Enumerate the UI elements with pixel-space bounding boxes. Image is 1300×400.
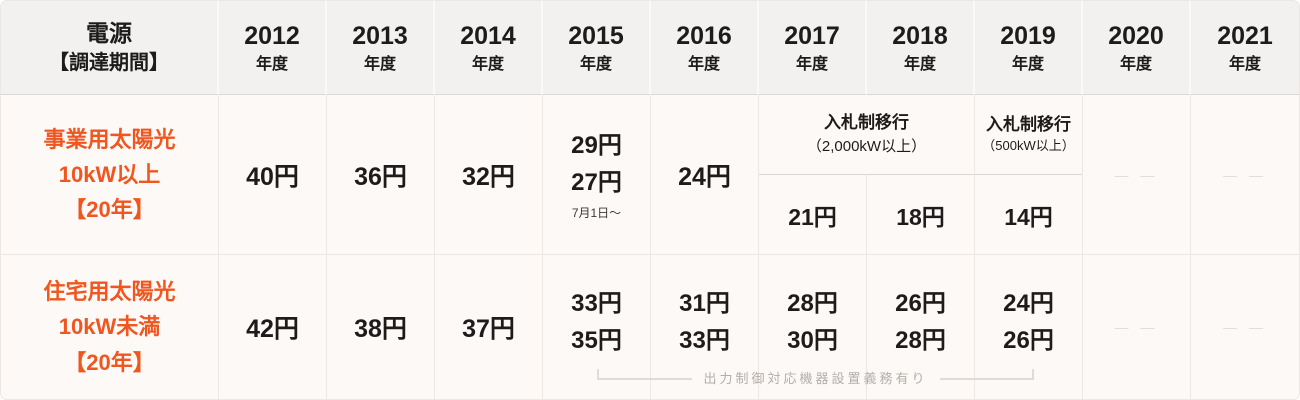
tender-cell-2017-2018: 入札制移行 （2,000kW以上） 21円 18円 [759,95,975,255]
row-label-business-solar: 事業用太陽光 10kW以上 【20年】 [1,95,219,255]
header-cell-2013: 2013 年度 [327,1,435,95]
price-cell-residential-2016: 31円 33円 [651,255,759,399]
row-label-line: 10kW未満 [58,314,161,340]
row-label-line: 事業用太陽光 [43,126,176,152]
price-cell-business-2015: 29円 27円 7月1日〜 [543,95,651,255]
price-cell-residential-2015: 33円 35円 [543,255,651,399]
price-cell-business-2013: 36円 [327,95,435,255]
no-price-cell-residential-2020: — — [1083,255,1191,399]
price-value: 33円 [679,327,730,354]
fiscal-year-suffix: 年度 [579,55,612,73]
header-cell-2017: 2017 年度 [759,1,867,95]
year-label: 2021 [1217,21,1273,50]
year-label: 2016 [676,21,732,50]
tender-prices: 14円 [975,175,1082,254]
tender-capacity-threshold: （2,000kW以上） [806,137,927,155]
price-value: 27円 [571,168,622,196]
year-label: 2020 [1108,21,1164,50]
header-cell-2012: 2012 年度 [219,1,327,95]
price-cell-residential-2017: 28円 30円 [759,255,867,399]
price-cell-residential-2019: 24円 26円 [975,255,1083,399]
effective-date-note: 7月1日〜 [571,205,622,220]
tender-capacity-threshold: （500kW以上） [982,138,1075,154]
power-source-label: 電源 [86,20,132,47]
tender-cell-2019: 入札制移行 （500kW以上） 14円 [975,95,1083,255]
year-label: 2015 [568,21,624,50]
price-value: 24円 [1003,289,1054,317]
price-value: 26円 [1003,327,1054,354]
price-cell-business-2017: 21円 [759,175,867,254]
year-label: 2018 [892,21,948,50]
procurement-period-label: 【調達期間】 [49,51,169,74]
tender-transition-title: 入札制移行 [824,113,909,133]
price-value: 30円 [787,327,838,354]
fiscal-year-suffix: 年度 [363,55,396,73]
tender-transition-title: 入札制移行 [986,114,1071,134]
price-cell-residential-2012: 42円 [219,255,327,399]
row-label-line: 10kW以上 [58,161,161,187]
fiscal-year-suffix: 年度 [255,55,288,73]
price-cell-residential-2014: 37円 [435,255,543,399]
price-value: 29円 [571,131,622,159]
price-cell-business-2012: 40円 [219,95,327,255]
header-cell-2015: 2015 年度 [543,1,651,95]
row-label-residential-solar: 住宅用太陽光 10kW未満 【20年】 [1,255,219,399]
header-cell-power-source: 電源 【調達期間】 [1,1,219,95]
header-cell-2019: 2019 年度 [975,1,1083,95]
tender-transition-header: 入札制移行 （2,000kW以上） [759,95,974,175]
price-value: 35円 [571,327,622,354]
year-label: 2019 [1000,21,1056,50]
year-label: 2017 [784,21,840,50]
no-price-cell-business-2020: — — [1083,95,1191,255]
price-value: 28円 [895,327,946,354]
row-label-line: 住宅用太陽光 [43,279,176,305]
no-price-cell-residential-2021: — — [1191,255,1299,399]
fiscal-year-suffix: 年度 [687,55,720,73]
fiscal-year-suffix: 年度 [471,55,504,73]
price-cell-business-2014: 32円 [435,95,543,255]
year-label: 2014 [460,21,516,50]
price-cell-business-2016: 24円 [651,95,759,255]
row-label-period: 【20年】 [64,349,155,375]
price-value: 31円 [679,289,730,317]
price-cell-business-2019: 14円 [1004,203,1053,230]
no-price-cell-business-2021: — — [1191,95,1299,255]
price-cell-residential-2013: 38円 [327,255,435,399]
header-cell-2021: 2021 年度 [1191,1,1299,95]
fiscal-year-suffix: 年度 [1119,55,1152,73]
header-cell-2020: 2020 年度 [1083,1,1191,95]
tender-transition-header: 入札制移行 （500kW以上） [975,95,1082,175]
year-label: 2013 [352,21,408,50]
tender-prices: 21円 18円 [759,175,974,254]
price-value: 28円 [787,289,838,317]
price-value: 26円 [895,289,946,317]
price-value: 33円 [571,289,622,317]
fiscal-year-suffix: 年度 [1228,55,1261,73]
price-cell-business-2018: 18円 [896,203,945,230]
header-cell-2016: 2016 年度 [651,1,759,95]
fiscal-year-suffix: 年度 [903,55,936,73]
row-label-period: 【20年】 [64,197,155,223]
fiscal-year-suffix: 年度 [1011,55,1044,73]
header-cell-2014: 2014 年度 [435,1,543,95]
fiscal-year-suffix: 年度 [795,55,828,73]
price-cell-residential-2018: 26円 28円 [867,255,975,399]
year-label: 2012 [244,21,300,50]
header-cell-2018: 2018 年度 [867,1,975,95]
